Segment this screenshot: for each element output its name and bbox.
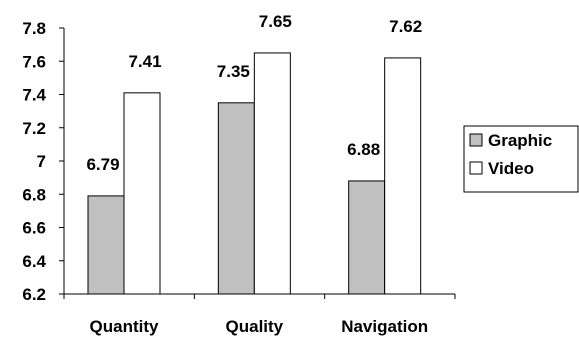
y-tick-label: 6.4: [22, 252, 46, 271]
legend-label-graphic: Graphic: [488, 131, 552, 150]
data-label: 7.62: [389, 17, 422, 36]
bars: [88, 53, 421, 294]
legend-swatch-video: [470, 162, 482, 174]
x-axis: [64, 294, 455, 299]
y-tick-label: 7.6: [22, 52, 46, 71]
data-label: 7.65: [259, 12, 292, 31]
data-label: 7.41: [128, 52, 161, 71]
category-label: Quantity: [90, 317, 159, 336]
category-labels: Quantity Quality Navigation: [90, 317, 429, 336]
data-label: 6.88: [347, 140, 380, 159]
bar-video-quantity: [124, 93, 160, 294]
y-tick-label: 6.2: [22, 285, 46, 304]
y-axis: 6.2 6.4 6.6 6.8 7 7.2 7.4 7.6 7.8: [22, 19, 64, 304]
y-tick-label: 7.4: [22, 86, 46, 105]
data-label: 6.79: [86, 155, 119, 174]
category-label: Quality: [226, 317, 284, 336]
y-tick-label: 7: [37, 152, 46, 171]
data-label: 7.35: [217, 62, 250, 81]
legend: Graphic Video: [464, 126, 578, 192]
category-label: Navigation: [341, 317, 428, 336]
y-tick-label: 6.8: [22, 185, 46, 204]
legend-swatch-graphic: [470, 134, 482, 146]
bar-graphic-navigation: [349, 181, 385, 294]
bar-video-navigation: [385, 58, 421, 294]
bar-graphic-quality: [218, 103, 254, 294]
y-tick-label: 6.6: [22, 219, 46, 238]
bar-video-quality: [254, 53, 290, 294]
y-tick-label: 7.2: [22, 119, 46, 138]
bar-graphic-quantity: [88, 196, 124, 294]
y-tick-label: 7.8: [22, 19, 46, 38]
legend-label-video: Video: [488, 159, 534, 178]
